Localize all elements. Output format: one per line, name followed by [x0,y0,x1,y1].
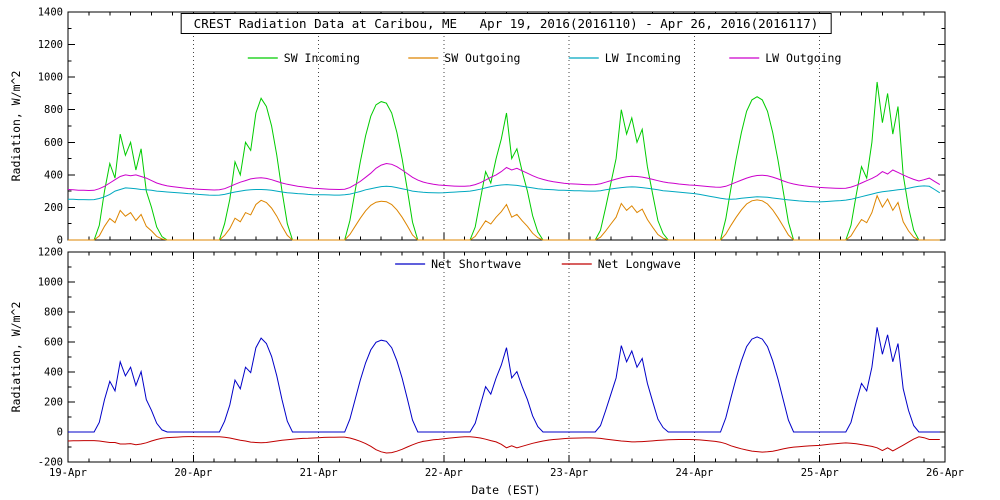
panel-box [67,251,946,463]
series-lw-incoming [68,184,941,203]
legend-label: Net Longwave [598,257,681,271]
y-tick-label: 1000 [38,277,63,289]
y-tick-label: 1000 [38,72,63,84]
legend-label: LW Outgoing [765,51,841,65]
legend-label: LW Incoming [605,51,681,65]
y-tick-label: 800 [44,104,63,116]
x-tick-label: 20-Apr [174,467,212,479]
series-net-longwave [67,436,940,454]
x-tick-label: 22-Apr [425,467,463,479]
x-tick-label: 23-Apr [550,467,588,479]
y-tick-label: 200 [44,202,63,214]
y-tick-label: 600 [44,137,63,149]
legend-label: SW Incoming [284,51,360,65]
x-tick-label: 21-Apr [300,467,338,479]
series-sw-incoming [68,81,940,241]
x-tick-label: 26-Apr [926,467,964,479]
series-lw-outgoing [67,162,941,192]
y-axis-label-bottom: Radiation, W/m^2 [9,301,23,413]
x-axis-label: Date (EST) [471,483,541,497]
x-tick-label: 19-Apr [49,467,87,479]
y-tick-label: 600 [44,337,63,349]
series-net-shortwave [68,327,940,433]
y-tick-label: 0 [57,235,63,247]
y-tick-label: -200 [38,457,63,469]
series-sw-outgoing [68,194,940,241]
x-tick-label: 24-Apr [675,467,713,479]
chart-title: CREST Radiation Data at Caribou, ME Apr … [180,13,832,34]
y-tick-label: 800 [44,307,63,319]
y-tick-label: 0 [57,427,63,439]
y-axis-label-top: Radiation, W/m^2 [9,70,23,182]
y-tick-label: 200 [44,397,63,409]
y-tick-label: 1200 [38,247,63,259]
y-tick-label: 1200 [38,39,63,51]
y-tick-label: 400 [44,169,63,181]
legend-label: SW Outgoing [444,51,520,65]
legend-label: Net Shortwave [431,257,521,271]
y-tick-label: 1400 [38,7,63,19]
y-tick-label: 400 [44,367,63,379]
x-tick-label: 25-Apr [801,467,839,479]
